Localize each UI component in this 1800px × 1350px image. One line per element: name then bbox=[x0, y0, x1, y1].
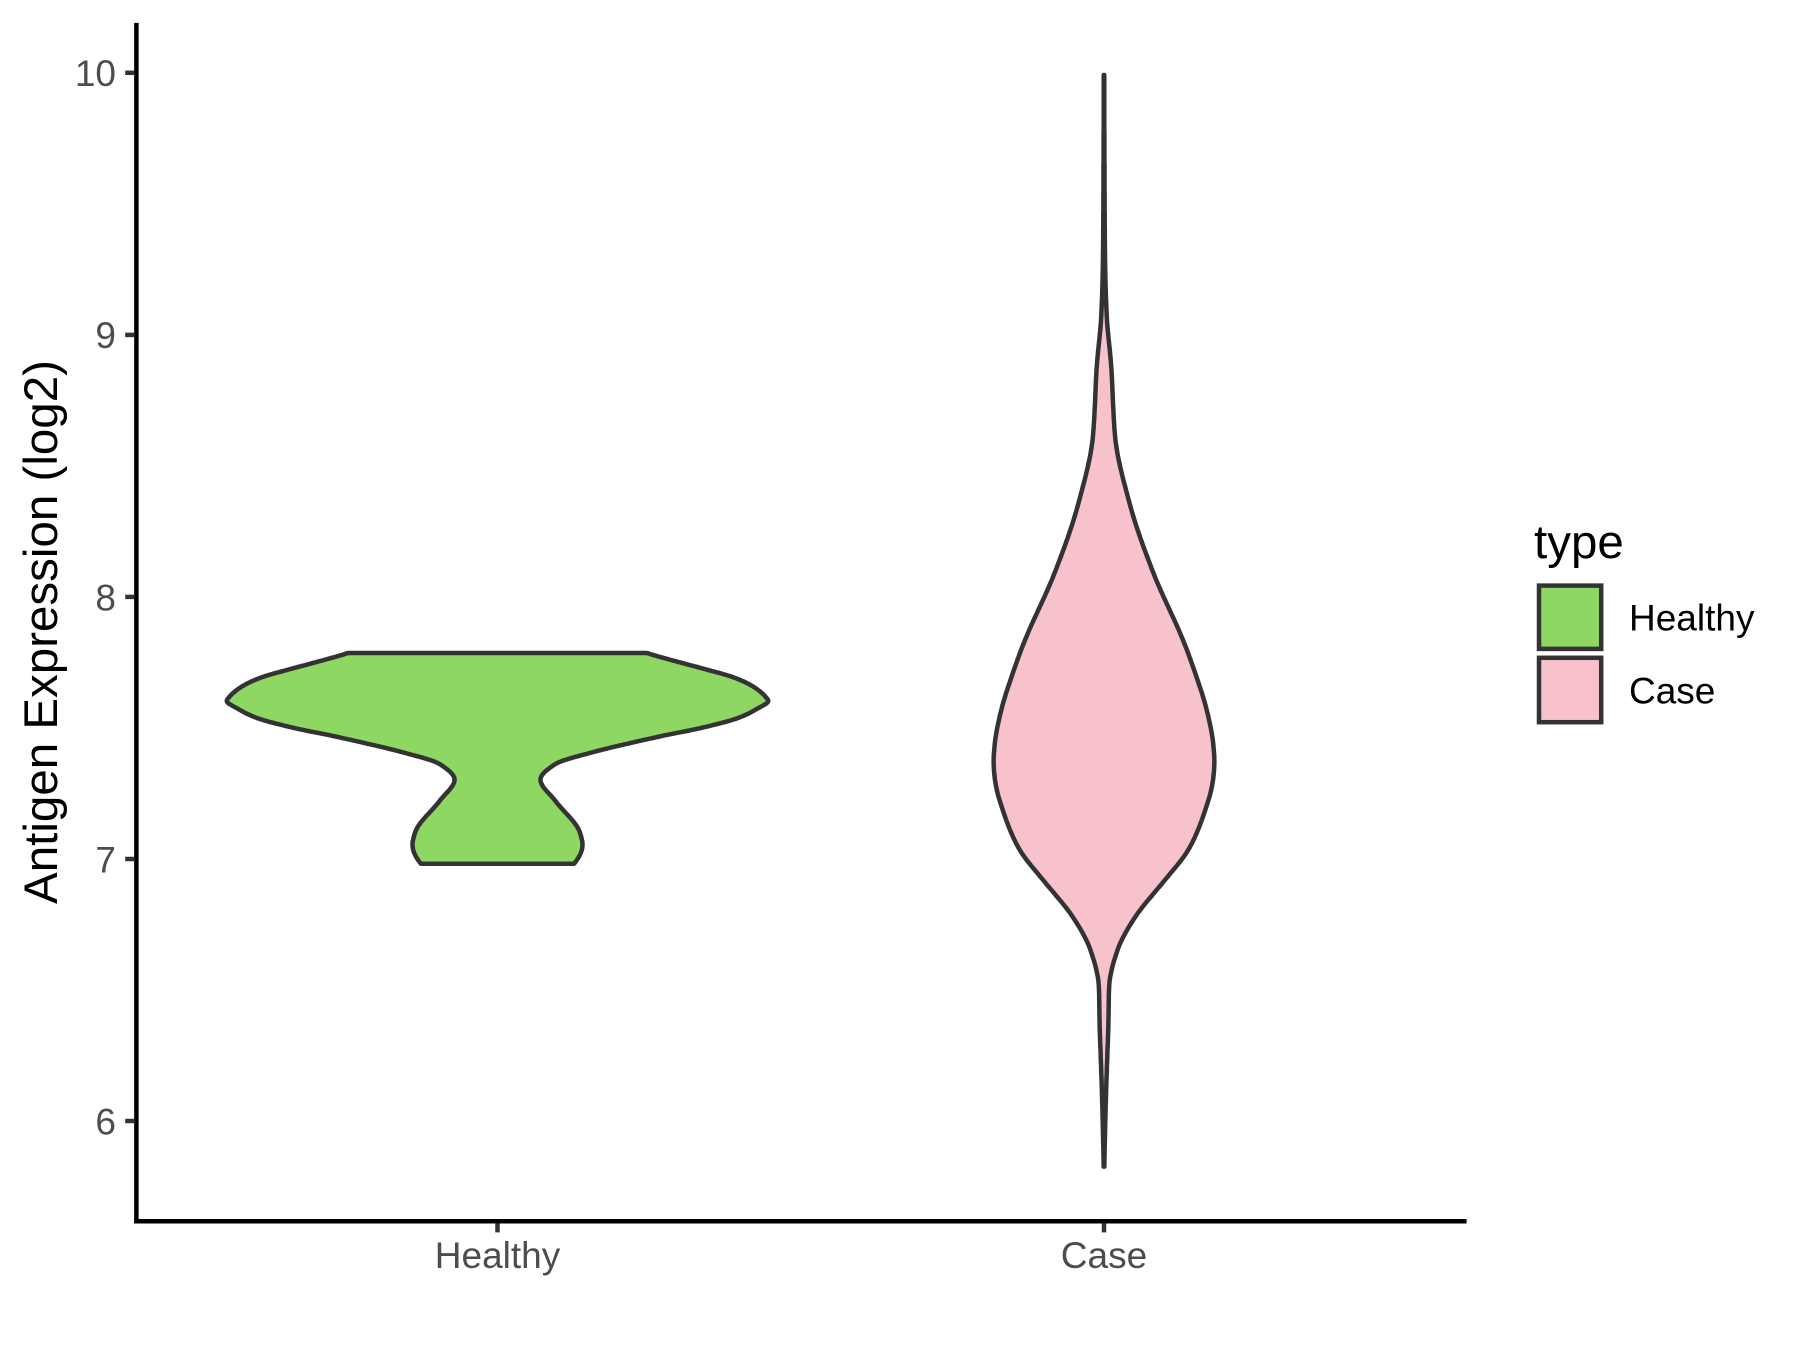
svg-text:Antigen Expression (log2): Antigen Expression (log2) bbox=[15, 360, 68, 904]
svg-text:6: 6 bbox=[95, 1101, 116, 1142]
svg-text:type: type bbox=[1534, 516, 1624, 569]
svg-text:10: 10 bbox=[75, 53, 116, 94]
svg-text:Healthy: Healthy bbox=[435, 1235, 561, 1276]
svg-text:7: 7 bbox=[95, 839, 116, 880]
svg-text:Healthy: Healthy bbox=[1629, 598, 1755, 639]
svg-text:9: 9 bbox=[95, 315, 116, 356]
svg-text:Case: Case bbox=[1629, 670, 1715, 711]
svg-text:Case: Case bbox=[1061, 1235, 1147, 1276]
svg-text:8: 8 bbox=[95, 577, 116, 618]
